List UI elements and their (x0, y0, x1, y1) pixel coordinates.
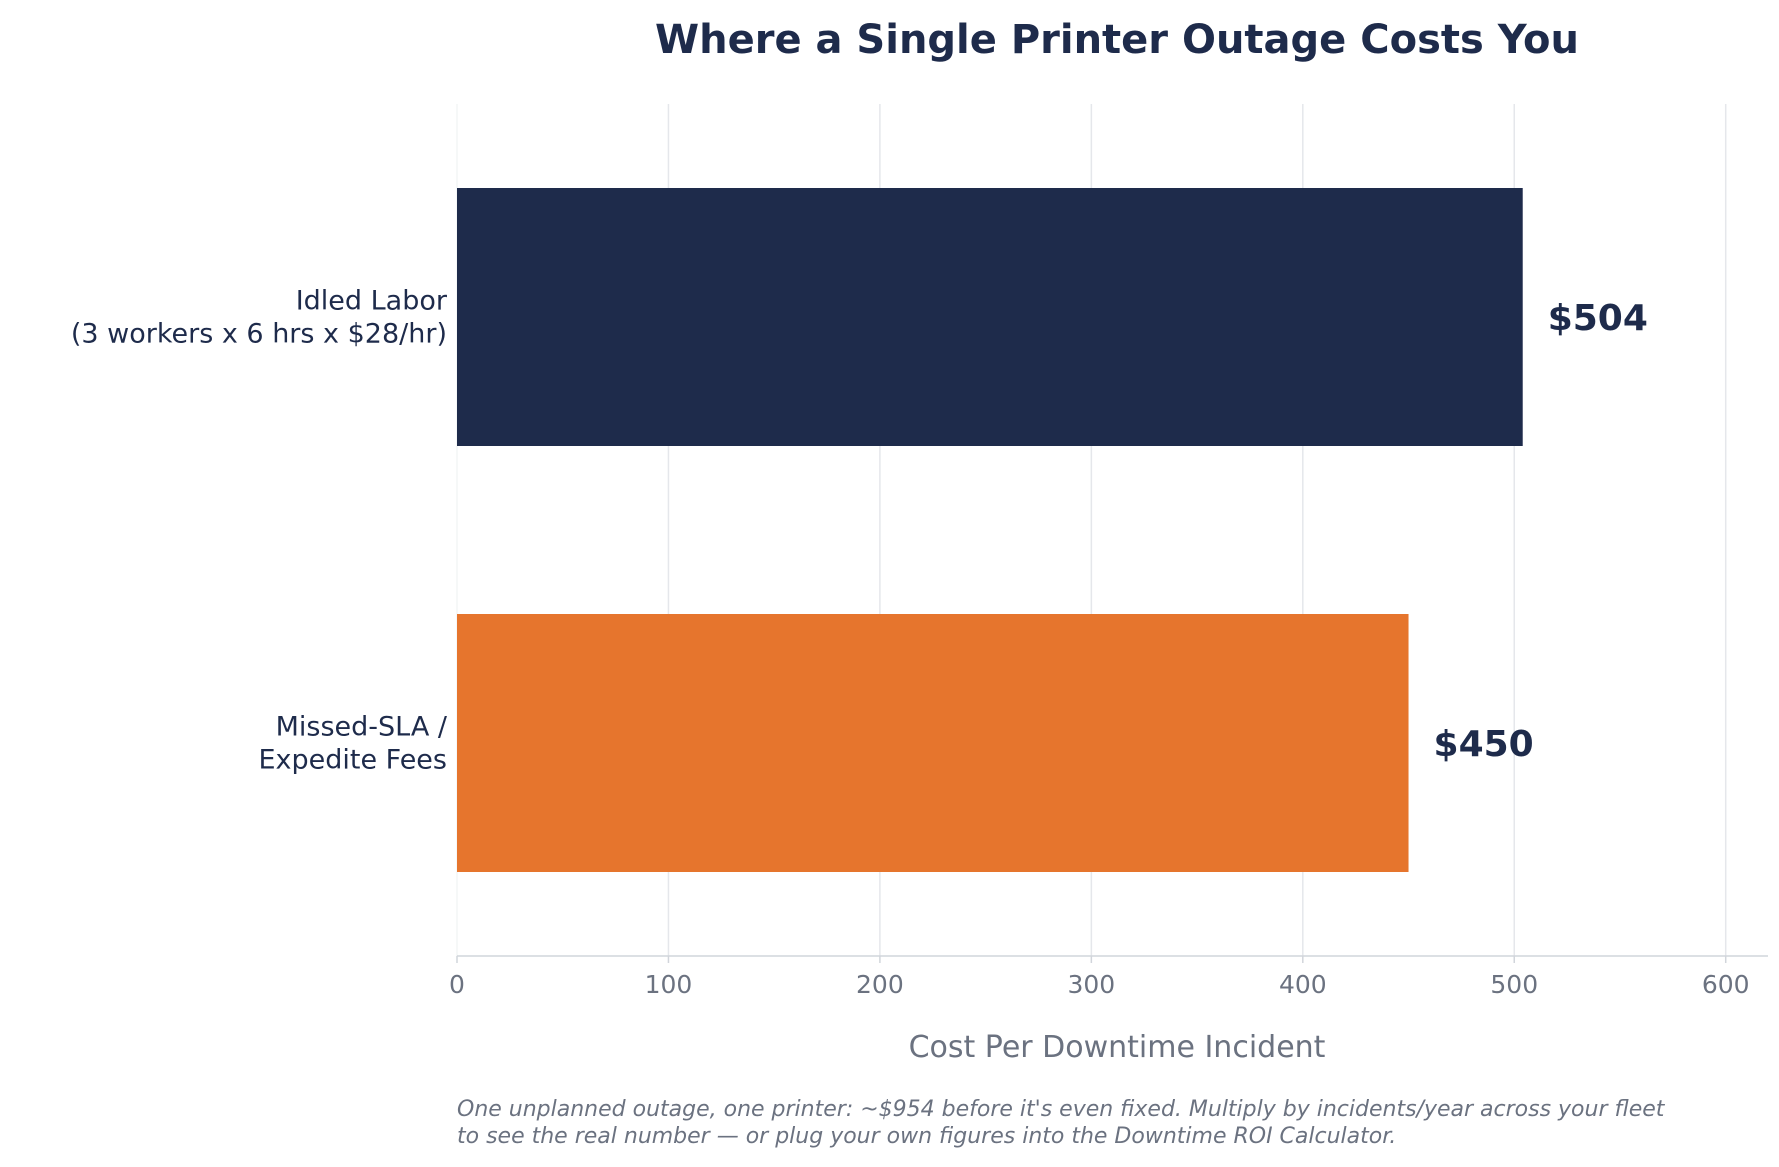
x-tick-label: 400 (1279, 970, 1327, 999)
category-label: Missed-SLA / Expedite Fees (258, 712, 447, 776)
x-tick-label: 100 (645, 970, 693, 999)
x-axis-label: Cost Per Downtime Incident (909, 1030, 1326, 1065)
bars: $504 $450 (457, 188, 1648, 872)
x-tick-label: 0 (449, 970, 465, 999)
x-tick-label: 500 (1490, 970, 1538, 999)
category-labels: Idled Labor (3 workers x 6 hrs x $28/hr) M… (71, 286, 448, 776)
x-tick-label: 600 (1702, 970, 1750, 999)
value-label: $450 (1434, 724, 1534, 765)
chart-title: Where a Single Printer Outage Costs You (655, 17, 1579, 63)
category-label-line: Idled Labor (296, 286, 448, 317)
category-label-line: Missed-SLA / (276, 712, 448, 743)
x-tick-label: 300 (1067, 970, 1115, 999)
footnote: One unplanned outage, one printer: ~$954… (457, 1097, 1671, 1149)
bar (457, 614, 1409, 872)
footnote-line-1: One unplanned outage, one printer: ~$954… (457, 1097, 1666, 1122)
category-label-line: (3 workers x 6 hrs x $28/hr) (71, 319, 447, 350)
value-label: $504 (1548, 298, 1648, 339)
category-label-line: Expedite Fees (258, 745, 447, 776)
bar (457, 188, 1523, 446)
x-axis: 0 100 200 300 400 500 600 (449, 955, 1768, 999)
x-tick-label: 200 (856, 970, 904, 999)
footnote-line-2: to see the real number — or plug your ow… (457, 1124, 1396, 1149)
category-label: Idled Labor (3 workers x 6 hrs x $28/hr) (71, 286, 448, 350)
